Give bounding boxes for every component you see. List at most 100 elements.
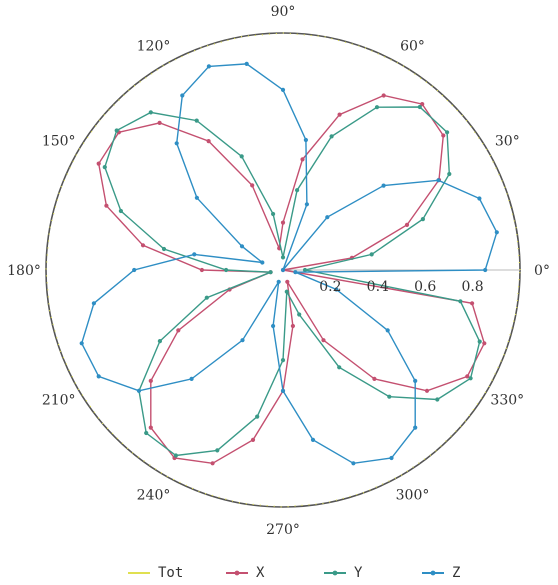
point-y-12: [194, 118, 199, 123]
point-y-26: [255, 414, 260, 419]
point-x-17: [140, 243, 146, 248]
point-x-34: [482, 341, 487, 346]
point-x-7: [337, 112, 342, 117]
point-y-3: [447, 171, 452, 177]
point-x-13: [157, 120, 162, 125]
angle-tick-label: 90°: [271, 4, 296, 20]
legend-label: X: [256, 565, 265, 581]
angle-tick-label: 300°: [396, 487, 430, 503]
point-y-24: [173, 453, 178, 458]
point-z-25: [276, 279, 281, 284]
point-z-12: [180, 93, 185, 98]
point-z-32: [413, 378, 418, 383]
point-z-26: [271, 323, 276, 329]
legend-item-y: Y: [324, 565, 363, 581]
point-x-12: [206, 139, 211, 144]
series-line-tot: [45, 32, 521, 508]
point-z-29: [351, 461, 356, 466]
angle-tick-label: 60°: [400, 39, 425, 55]
point-z-1: [494, 230, 499, 235]
point-x-35: [470, 301, 475, 306]
point-y-25: [215, 448, 220, 453]
point-z-20: [79, 341, 84, 346]
point-z-23: [189, 376, 194, 381]
point-z-24: [240, 338, 245, 343]
point-z-35: [293, 270, 298, 275]
point-x-9: [280, 220, 286, 225]
point-x-11: [250, 183, 255, 188]
angle-tick-label: 210°: [42, 393, 76, 409]
legend-item-z: Z: [422, 565, 460, 581]
legend-label: Z: [452, 565, 460, 581]
point-y-32: [435, 397, 440, 402]
point-y-30: [337, 365, 342, 370]
point-y-2: [420, 217, 425, 222]
point-y-19: [268, 270, 273, 275]
point-y-5: [417, 104, 422, 110]
angle-tick-label: 180°: [7, 263, 41, 279]
point-z-16: [260, 260, 265, 265]
point-x-26: [250, 437, 256, 442]
point-z-19: [91, 301, 96, 306]
point-z-27: [280, 388, 286, 393]
radial-tick-label: 0.2: [319, 279, 341, 295]
point-y-7: [329, 134, 334, 139]
point-z-22: [136, 388, 142, 393]
point-z-10: [244, 61, 249, 66]
legend-marker: [332, 570, 338, 576]
series-line-z: [80, 63, 498, 465]
angle-tick-label: 150°: [42, 134, 76, 150]
point-z-4: [381, 183, 386, 188]
point-x-8: [300, 157, 305, 162]
point-z-34: [334, 287, 339, 292]
angle-tick-label: 0°: [534, 263, 550, 279]
point-z-11: [206, 64, 211, 69]
point-x-18: [199, 267, 204, 273]
point-y-4: [445, 130, 450, 135]
point-x-33: [465, 374, 470, 379]
angle-tick-label: 270°: [266, 522, 300, 538]
point-x-31: [372, 376, 377, 381]
point-y-15: [102, 165, 107, 170]
point-z-33: [385, 328, 390, 333]
point-y-23: [144, 430, 149, 436]
point-z-13: [174, 141, 179, 146]
point-y-1: [369, 252, 374, 257]
point-z-8: [303, 137, 308, 143]
point-x-32: [424, 388, 430, 393]
point-x-15: [96, 161, 101, 166]
point-y-27: [280, 358, 286, 363]
point-y-6: [374, 105, 380, 110]
point-x-16: [104, 203, 109, 208]
point-x-23: [148, 425, 153, 430]
point-z-21: [96, 374, 101, 379]
point-z-14: [194, 195, 199, 200]
point-z-3: [436, 178, 441, 183]
point-z-9: [280, 87, 286, 92]
point-y-33: [468, 376, 473, 381]
legend-item-x: X: [226, 565, 265, 581]
point-z-2: [477, 196, 482, 201]
point-z-28: [310, 437, 316, 442]
angle-tick-label: 30°: [495, 134, 520, 150]
point-y-0: [302, 267, 308, 273]
point-y-13: [148, 110, 153, 115]
point-z-17: [192, 252, 197, 257]
point-x-21: [176, 328, 181, 333]
point-z-0: [483, 267, 488, 273]
angle-tick-label: 240°: [137, 487, 171, 503]
angle-tick-label: 120°: [137, 39, 171, 55]
legend-label: Y: [354, 565, 363, 581]
point-y-14: [114, 128, 119, 133]
point-y-28: [284, 289, 289, 294]
radial-tick-label: 0.6: [414, 279, 436, 295]
point-y-34: [477, 339, 482, 344]
point-y-21: [157, 339, 162, 344]
point-x-22: [148, 378, 153, 383]
point-x-25: [210, 461, 215, 466]
legend-marker: [234, 570, 240, 576]
point-y-17: [161, 246, 167, 252]
point-x-29: [285, 279, 290, 284]
radial-tick-label: 0.8: [461, 279, 483, 295]
